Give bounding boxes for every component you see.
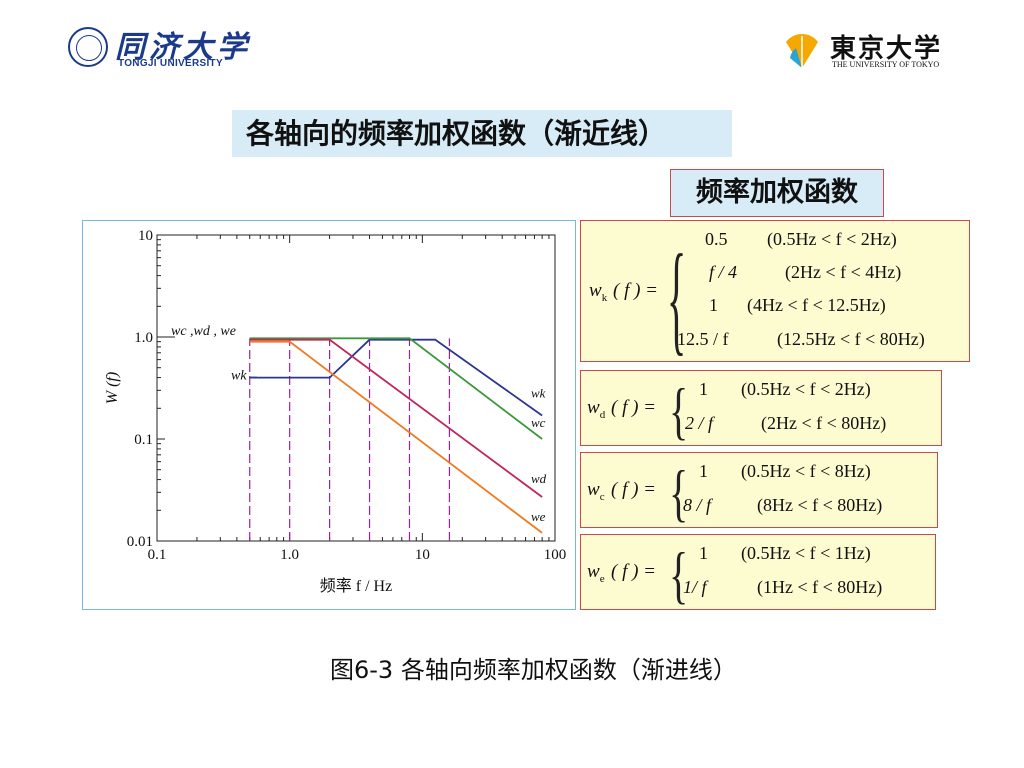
formula-wc-brace: { — [669, 456, 689, 529]
series-label-wd: wd — [531, 471, 547, 486]
formula-wk-row1-expr: 0.5 — [705, 229, 728, 249]
formula-wc-row1-expr: 1 — [699, 461, 708, 481]
y-tick-label: 0.1 — [134, 432, 153, 448]
formula-wd-row1-expr: 1 — [699, 379, 708, 399]
tokyo-logo-english: THE UNIVERSITY OF TOKYO — [832, 60, 940, 69]
x-tick-label: 10 — [415, 547, 430, 563]
series-label-wk: wk — [531, 385, 546, 400]
formula-wd-box: wd ( f ) = { 1 (0.5Hz < f < 2Hz) 2 / f (… — [580, 370, 942, 447]
y-tick-label: 1.0 — [134, 330, 153, 346]
y-tick-label: 10 — [138, 228, 153, 244]
formula-we-row2-expr: 1/ f — [683, 577, 707, 597]
x-tick-label: 0.1 — [148, 547, 167, 563]
formula-wd-lhs: wd — [587, 397, 606, 421]
formula-wk-row2-expr: f / 4 — [709, 262, 738, 282]
tongji-seal-logo — [68, 27, 108, 67]
formula-wc-row2-expr: 8 / f — [683, 495, 712, 515]
formula-wk-row3-cond: (4Hz < f < 12.5Hz) — [747, 295, 886, 315]
left-label-wcde: wc ,wd , we — [171, 324, 236, 339]
series-label-we: we — [531, 509, 546, 524]
formula-wc-row2-cond: (8Hz < f < 80Hz) — [757, 495, 883, 515]
formula-we-brace: { — [669, 538, 689, 611]
formula-wc-lhs: wc — [587, 479, 605, 503]
x-tick-label: 1.0 — [280, 547, 299, 563]
series-line-wk — [249, 338, 543, 417]
chart-panel: 0.1 1.0 10 100 10 1.0 0.1 0.01 频率 f / Hz W (f) wk w… — [82, 220, 576, 610]
formula-wd-row2-cond: (2Hz < f < 80Hz) — [761, 413, 887, 433]
formula-wk-arg: ( f ) = — [613, 280, 659, 301]
series-line-wd — [249, 338, 543, 498]
formula-wk-row3-expr: 1 — [709, 295, 718, 315]
formula-we-row2-cond: (1Hz < f < 80Hz) — [757, 577, 883, 597]
series-line-we — [249, 340, 543, 534]
formula-we-lhs: we — [587, 561, 605, 585]
formula-wd-brace: { — [669, 374, 689, 447]
formula-we-row1-cond: (0.5Hz < f < 1Hz) — [741, 543, 871, 563]
tongji-logo-text: 同济大学 — [115, 30, 251, 65]
series-label-wc: wc — [531, 415, 546, 430]
formula-wc-box: wc ( f ) = { 1 (0.5Hz < f < 8Hz) 8 / f (… — [580, 452, 938, 529]
formula-wd-arg: ( f ) = — [611, 397, 657, 418]
slide-title: 各轴向的频率加权函数（渐近线） — [232, 110, 732, 157]
formula-wk-row1-cond: (0.5Hz < f < 2Hz) — [767, 229, 897, 249]
left-label-wk: wk — [231, 369, 247, 384]
formula-wk-row4-expr: 12.5 / f — [677, 329, 729, 349]
formula-wd-row1-cond: (0.5Hz < f < 2Hz) — [741, 379, 871, 399]
formula-wk-lhs: wk — [589, 280, 608, 304]
x-tick-label: 100 — [544, 547, 567, 563]
tokyo-logo-text: 東京大学 — [830, 34, 943, 64]
tongji-logo-english: TONGJI UNIVERSITY — [118, 58, 223, 69]
formula-wk-brace: { — [667, 228, 687, 368]
formula-we-row1-expr: 1 — [699, 543, 708, 563]
series-line-wc — [249, 337, 543, 440]
formula-wc-row1-cond: (0.5Hz < f < 8Hz) — [741, 461, 871, 481]
formula-wk-row2-cond: (2Hz < f < 4Hz) — [785, 262, 902, 282]
x-axis-label: 频率 f / Hz — [320, 577, 392, 595]
formula-wk-box: wk ( f ) = { 0.5 (0.5Hz < f < 2Hz) f / 4… — [580, 220, 970, 368]
formula-we-box: we ( f ) = { 1 (0.5Hz < f < 1Hz) 1/ f (1… — [580, 534, 936, 611]
formula-section-title: 频率加权函数 — [670, 169, 884, 217]
plot-frame — [156, 234, 556, 542]
y-axis-label: W (f) — [104, 372, 121, 404]
tokyo-ginkgo-icon — [786, 34, 818, 68]
figure-caption: 图6-3 各轴向频率加权函数（渐进线） — [330, 656, 737, 684]
y-tick-label: 0.01 — [127, 534, 153, 550]
formula-wd-row2-expr: 2 / f — [685, 413, 714, 433]
formula-we-arg: ( f ) = — [611, 561, 657, 582]
formula-wk-row4-cond: (12.5Hz < f < 80Hz) — [777, 329, 925, 349]
formula-wc-arg: ( f ) = — [611, 479, 657, 500]
